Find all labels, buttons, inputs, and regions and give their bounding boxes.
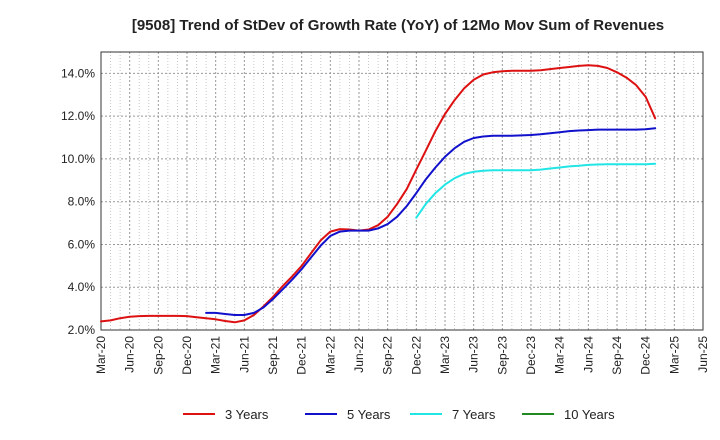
x-tick-label: Sep-24 — [610, 336, 624, 375]
legend: 3 Years 5 Years 7 Years 10 Years — [183, 407, 615, 422]
x-tick-label: Dec-24 — [639, 336, 653, 375]
plot-area-frame — [100, 51, 704, 331]
x-tick-label: Jun-24 — [581, 336, 595, 373]
x-tick-label: Sep-22 — [381, 336, 395, 375]
x-tick-label: Dec-22 — [409, 336, 423, 375]
x-tick-label: Sep-21 — [266, 336, 280, 375]
legend-item: 7 Years — [410, 407, 496, 422]
series-lines — [100, 64, 657, 324]
legend-label: 3 Years — [225, 407, 269, 422]
legend-label: 10 Years — [564, 407, 615, 422]
x-tick-label: Dec-21 — [295, 336, 309, 375]
y-tick-label: 4.0% — [68, 280, 96, 294]
series-line-3-years — [100, 64, 657, 324]
series-line-7-years — [415, 162, 657, 219]
x-tick-label: Jun-25 — [696, 336, 710, 373]
x-tick-label: Jun-22 — [352, 336, 366, 373]
x-tick-label: Mar-22 — [323, 336, 337, 374]
x-tick-label: Dec-20 — [180, 336, 194, 375]
x-tick-label: Jun-23 — [467, 336, 481, 373]
chart-title: [9508] Trend of StDev of Growth Rate (Yo… — [132, 17, 664, 34]
x-tick-label: Mar-24 — [553, 336, 567, 374]
x-tick-label: Mar-20 — [94, 336, 108, 374]
grid — [100, 52, 704, 331]
y-tick-label: 10.0% — [61, 152, 95, 166]
x-tick-label: Jun-21 — [237, 336, 251, 373]
x-tick-label: Mar-25 — [667, 336, 681, 374]
x-tick-label: Sep-20 — [151, 336, 165, 375]
y-tick-label: 2.0% — [68, 323, 96, 337]
x-tick-label: Mar-21 — [209, 336, 223, 374]
series-line-5-years — [205, 127, 657, 316]
legend-item: 3 Years — [183, 407, 269, 422]
y-axis: 2.0% 4.0% 6.0% 8.0% 10.0% 12.0% 14.0% — [61, 66, 95, 337]
y-tick-label: 12.0% — [61, 109, 95, 123]
legend-label: 7 Years — [452, 407, 496, 422]
x-tick-label: Sep-23 — [495, 336, 509, 375]
y-tick-label: 6.0% — [68, 237, 96, 251]
y-tick-label: 14.0% — [61, 66, 95, 80]
x-tick-label: Dec-23 — [524, 336, 538, 375]
y-tick-label: 8.0% — [68, 195, 96, 209]
x-tick-label: Jun-20 — [123, 336, 137, 373]
legend-item: 10 Years — [522, 407, 615, 422]
x-axis: Mar-20 Jun-20 Sep-20 Dec-20 Mar-21 Jun-21 Sep-… — [94, 336, 710, 375]
legend-label: 5 Years — [347, 407, 391, 422]
legend-item: 5 Years — [305, 407, 391, 422]
x-tick-label: Mar-23 — [438, 336, 452, 374]
